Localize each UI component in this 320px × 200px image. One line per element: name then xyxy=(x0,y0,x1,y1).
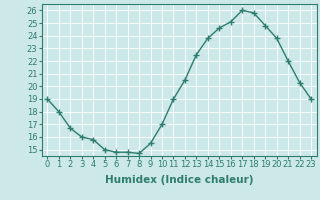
X-axis label: Humidex (Indice chaleur): Humidex (Indice chaleur) xyxy=(105,175,253,185)
